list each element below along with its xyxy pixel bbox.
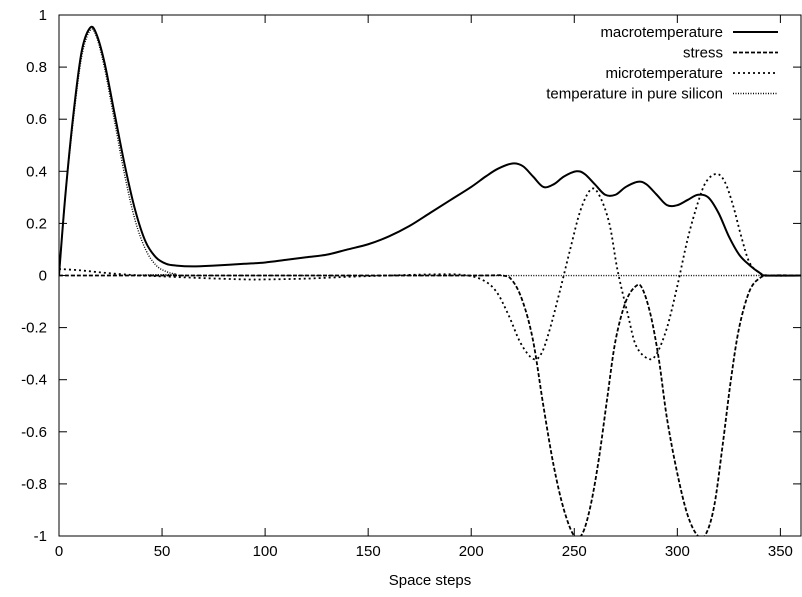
series-layer bbox=[59, 25, 801, 536]
x-tick-label: 150 bbox=[356, 543, 381, 560]
series-line-macrotemperature bbox=[59, 25, 801, 277]
series-line-stress bbox=[59, 274, 801, 536]
y-tick-label: -0.6 bbox=[21, 424, 47, 441]
x-axis-title: Space steps bbox=[389, 572, 472, 589]
ticks-layer: 0 50 100 150 200 250 300 350 -1 -0.8 -0.6 -0.4 -0.2 0… bbox=[21, 7, 801, 560]
legend-label: stress bbox=[683, 45, 723, 62]
legend-label: temperature in pure silicon bbox=[546, 86, 723, 103]
legend-label: microtemperature bbox=[605, 65, 723, 82]
x-tick-label: 300 bbox=[665, 543, 690, 560]
y-tick-label: 0 bbox=[39, 268, 47, 285]
series-line-temperature-in-pure-silicon bbox=[59, 28, 801, 277]
x-tick-label: 50 bbox=[154, 543, 171, 560]
y-tick-label: 1 bbox=[39, 7, 47, 24]
legend-label: macrotemperature bbox=[600, 24, 723, 41]
legend: macrotemperature stress microtemperature te… bbox=[546, 24, 778, 103]
x-tick-label: 100 bbox=[253, 543, 278, 560]
y-tick-label: 0.6 bbox=[26, 111, 47, 128]
x-tick-label: 350 bbox=[768, 543, 793, 560]
y-tick-label: 0.4 bbox=[26, 163, 47, 180]
x-tick-label: 0 bbox=[55, 543, 63, 560]
y-tick-label: -0.8 bbox=[21, 476, 47, 493]
x-tick-label: 250 bbox=[562, 543, 587, 560]
x-tick-label: 200 bbox=[459, 543, 484, 560]
y-tick-label: -0.2 bbox=[21, 320, 47, 337]
y-tick-label: -1 bbox=[34, 528, 47, 545]
y-tick-label: -0.4 bbox=[21, 372, 47, 389]
y-tick-label: 0.2 bbox=[26, 215, 47, 232]
y-tick-label: 0.8 bbox=[26, 59, 47, 76]
series-line-microtemperature bbox=[59, 173, 801, 361]
